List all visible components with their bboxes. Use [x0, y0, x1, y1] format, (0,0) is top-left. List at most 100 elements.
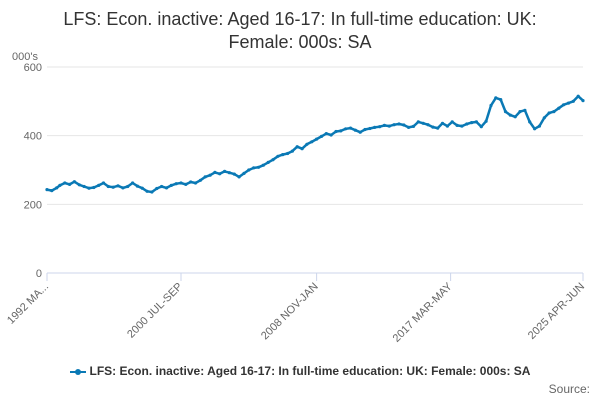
data-point[interactable]: [513, 115, 517, 119]
data-point[interactable]: [460, 124, 464, 128]
data-point[interactable]: [474, 120, 478, 124]
data-point[interactable]: [566, 101, 571, 105]
data-point[interactable]: [503, 110, 508, 114]
data-point[interactable]: [407, 125, 411, 129]
data-point[interactable]: [135, 184, 139, 188]
data-point[interactable]: [184, 182, 188, 186]
data-point[interactable]: [213, 170, 217, 174]
data-point[interactable]: [160, 184, 164, 189]
data-point[interactable]: [256, 165, 261, 169]
data-point[interactable]: [455, 123, 459, 127]
data-point[interactable]: [193, 181, 198, 185]
data-point[interactable]: [68, 182, 72, 186]
data-point[interactable]: [55, 186, 59, 190]
data-point[interactable]: [479, 125, 483, 129]
data-point[interactable]: [92, 185, 96, 190]
data-point[interactable]: [533, 127, 537, 131]
data-point[interactable]: [499, 98, 503, 102]
data-point[interactable]: [348, 126, 353, 130]
data-point[interactable]: [324, 132, 328, 136]
data-point[interactable]: [440, 121, 445, 125]
data-point[interactable]: [198, 178, 202, 182]
data-point[interactable]: [576, 94, 580, 98]
data-point[interactable]: [300, 147, 304, 151]
data-point[interactable]: [421, 121, 425, 125]
data-point[interactable]: [494, 96, 498, 100]
data-point[interactable]: [382, 123, 386, 127]
data-point[interactable]: [411, 124, 416, 128]
data-point[interactable]: [373, 125, 377, 129]
data-point[interactable]: [247, 168, 251, 172]
data-point[interactable]: [131, 181, 135, 185]
data-point[interactable]: [276, 154, 280, 158]
data-point[interactable]: [353, 128, 357, 132]
data-point[interactable]: [72, 180, 76, 184]
data-point[interactable]: [223, 169, 227, 173]
data-point[interactable]: [286, 151, 290, 156]
data-point[interactable]: [392, 123, 396, 127]
data-point[interactable]: [77, 183, 81, 187]
data-point[interactable]: [87, 186, 91, 190]
legend[interactable]: LFS: Econ. inactive: Aged 16-17: In full…: [0, 364, 600, 378]
data-point[interactable]: [542, 116, 546, 120]
data-point[interactable]: [368, 126, 372, 131]
data-point[interactable]: [465, 122, 469, 126]
data-point[interactable]: [581, 99, 585, 103]
data-point[interactable]: [290, 149, 294, 153]
data-point[interactable]: [402, 123, 406, 127]
data-point[interactable]: [116, 184, 120, 188]
data-point[interactable]: [571, 99, 575, 103]
data-point[interactable]: [528, 120, 532, 124]
data-point[interactable]: [489, 103, 493, 108]
data-point[interactable]: [271, 158, 275, 162]
data-point[interactable]: [82, 184, 86, 189]
data-point[interactable]: [121, 186, 125, 190]
data-point[interactable]: [518, 110, 522, 114]
data-point[interactable]: [164, 186, 169, 190]
data-point[interactable]: [436, 126, 440, 130]
series-line[interactable]: [45, 94, 585, 194]
data-point[interactable]: [508, 113, 512, 117]
data-point[interactable]: [557, 106, 561, 110]
data-point[interactable]: [58, 183, 62, 187]
data-point[interactable]: [218, 172, 222, 176]
data-point[interactable]: [445, 124, 449, 128]
data-point[interactable]: [397, 122, 401, 126]
data-point[interactable]: [281, 153, 285, 157]
data-point[interactable]: [97, 183, 101, 187]
data-point[interactable]: [426, 123, 430, 127]
data-point[interactable]: [208, 173, 212, 177]
data-point[interactable]: [261, 163, 265, 167]
data-point[interactable]: [339, 129, 343, 133]
data-point[interactable]: [169, 183, 173, 187]
data-point[interactable]: [266, 160, 270, 164]
data-point[interactable]: [387, 124, 391, 128]
data-point[interactable]: [470, 121, 474, 125]
data-point[interactable]: [537, 124, 542, 128]
data-point[interactable]: [111, 185, 115, 189]
data-point[interactable]: [363, 127, 367, 132]
data-point[interactable]: [305, 142, 309, 146]
data-point[interactable]: [63, 181, 67, 185]
data-point[interactable]: [523, 108, 527, 112]
data-point[interactable]: [50, 189, 54, 193]
data-point[interactable]: [484, 119, 488, 123]
data-point[interactable]: [334, 129, 338, 134]
data-point[interactable]: [232, 172, 236, 176]
data-point[interactable]: [155, 186, 159, 191]
data-point[interactable]: [126, 184, 130, 189]
data-point[interactable]: [416, 120, 420, 124]
data-point[interactable]: [174, 182, 178, 186]
data-point[interactable]: [319, 134, 324, 138]
data-point[interactable]: [344, 127, 348, 131]
data-point[interactable]: [227, 171, 231, 175]
data-point[interactable]: [295, 145, 299, 149]
data-point[interactable]: [547, 111, 551, 115]
data-point[interactable]: [203, 175, 207, 179]
data-point[interactable]: [140, 186, 144, 190]
data-point[interactable]: [252, 166, 256, 170]
data-point[interactable]: [189, 180, 193, 184]
data-point[interactable]: [106, 184, 110, 189]
data-point[interactable]: [179, 181, 183, 185]
data-point[interactable]: [562, 103, 566, 107]
